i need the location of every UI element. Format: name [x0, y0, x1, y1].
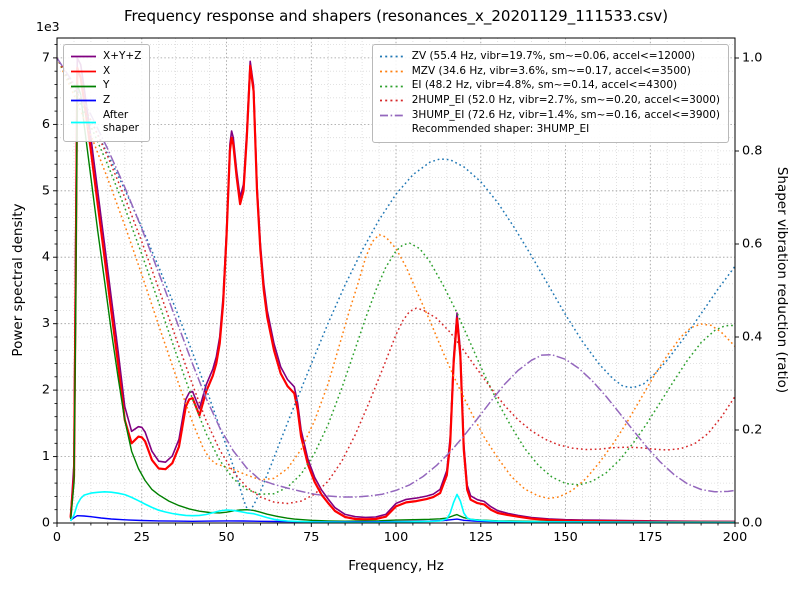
tick-labels: 0 25 50 75 100 125 150 175 200 0 1 2 3 4 5 6 7 0.0 0.2 0.4 0… — [42, 50, 763, 544]
series-shaper-mzv — [56, 57, 736, 500]
y-left-tick-label: 0 — [42, 516, 50, 531]
y-right-tick-label: 1.0 — [742, 51, 762, 66]
y-left-tick-label: 2 — [42, 383, 50, 398]
legend-line-sample-3hump-ei — [379, 110, 406, 121]
legend-line-sample-mzv — [379, 66, 406, 77]
y-right-tick-label: 0.0 — [742, 516, 762, 531]
legend-label: 2HUMP_EI (52.0 Hz, vibr=2.7%, sm~=0.20, … — [411, 93, 720, 106]
x-tick-label: 175 — [638, 530, 662, 545]
legend-label: Z — [103, 93, 111, 106]
legend-item: After shaper — [70, 109, 141, 136]
chart-title: Frequency response and shapers (resonanc… — [123, 7, 669, 25]
legend-label: 3HUMP_EI (72.6 Hz, vibr=1.4%, sm~=0.16, … — [411, 108, 720, 121]
y-right-tick-label: 0.4 — [742, 330, 762, 345]
legend-item: X — [70, 65, 141, 79]
series-shaper-3hump-ei — [56, 57, 736, 498]
y-left-tick-label: 4 — [42, 250, 50, 265]
legend-item: ZV (55.4 Hz, vibr=19.7%, sm~=0.06, accel… — [379, 50, 720, 64]
series-shaper-ei — [56, 57, 736, 495]
legend-item: Y — [70, 79, 141, 93]
legend-item: Recommended shaper: 3HUMP_EI — [379, 123, 720, 137]
x-tick-label: 25 — [134, 530, 150, 545]
y-left-offset-label: 1e3 — [36, 19, 60, 34]
legend-item: 2HUMP_EI (52.0 Hz, vibr=2.7%, sm~=0.20, … — [379, 94, 720, 108]
legend-line-sample-x — [70, 66, 97, 77]
legend-label: After shaper — [103, 108, 140, 135]
x-tick-label: 200 — [723, 530, 747, 545]
legend-label: ZV (55.4 Hz, vibr=19.7%, sm~=0.06, accel… — [411, 50, 696, 62]
legend-label: EI (48.2 Hz, vibr=4.8%, sm~=0.14, accel<… — [411, 79, 678, 92]
y-left-tick-label: 5 — [42, 183, 50, 198]
y-left-axis-label: Power spectral density — [10, 203, 26, 357]
x-tick-label: 150 — [553, 530, 577, 545]
y-right-tick-label: 0.6 — [742, 237, 762, 252]
y-left-tick-label: 6 — [42, 117, 50, 132]
y-left-tick-label: 3 — [42, 316, 50, 331]
legend-label: Y — [103, 79, 110, 92]
x-tick-label: 75 — [303, 530, 319, 545]
y-right-tick-label: 0.8 — [742, 144, 762, 159]
legend-item: Z — [70, 94, 141, 108]
legend-label: X+Y+Z — [103, 50, 142, 62]
axis-ticks — [53, 44, 739, 527]
legend-label: Recommended shaper: 3HUMP_EI — [411, 123, 590, 136]
y-left-tick-label: 1 — [42, 449, 50, 464]
legend-line-sample-z — [70, 95, 97, 106]
legend-line-sample-zv — [379, 51, 406, 62]
x-tick-label: 125 — [469, 530, 493, 545]
y-right-tick-label: 0.2 — [742, 423, 762, 438]
legend-line-sample-2hump-ei — [379, 95, 406, 106]
legend-spacer — [379, 125, 406, 136]
legend-psd: X+Y+Z X Y Z After shaper — [63, 44, 151, 142]
x-tick-label: 100 — [384, 530, 408, 545]
shaper-series — [56, 57, 736, 511]
series-psd-x — [69, 64, 736, 524]
legend-line-sample-ei — [379, 81, 406, 92]
legend-label: X — [103, 64, 111, 77]
y-left-tick-label: 7 — [42, 50, 50, 65]
series-psd-x-y-z — [69, 57, 736, 523]
legend-item: 3HUMP_EI (72.6 Hz, vibr=1.4%, sm~=0.16, … — [379, 109, 720, 123]
legend-item: X+Y+Z — [70, 50, 141, 64]
legend-shapers: ZV (55.4 Hz, vibr=19.7%, sm~=0.06, accel… — [371, 44, 729, 143]
psd-series — [69, 57, 736, 524]
legend-line-sample-y — [70, 81, 97, 92]
legend-label: MZV (34.6 Hz, vibr=3.6%, sm~=0.17, accel… — [411, 64, 691, 77]
y-right-axis-label: Shaper vibration reduction (ratio) — [774, 166, 790, 394]
x-axis-label: Frequency, Hz — [348, 558, 444, 574]
x-tick-label: 50 — [218, 530, 234, 545]
legend-line-sample-x-y-z — [70, 51, 97, 62]
legend-line-sample-after-shaper — [70, 117, 97, 128]
legend-item: MZV (34.6 Hz, vibr=3.6%, sm~=0.17, accel… — [379, 65, 720, 79]
x-tick-label: 0 — [53, 530, 61, 545]
series-shaper-zv — [56, 57, 736, 511]
legend-item: EI (48.2 Hz, vibr=4.8%, sm~=0.14, accel<… — [379, 79, 720, 93]
series-psd-after-shaper — [69, 491, 735, 524]
